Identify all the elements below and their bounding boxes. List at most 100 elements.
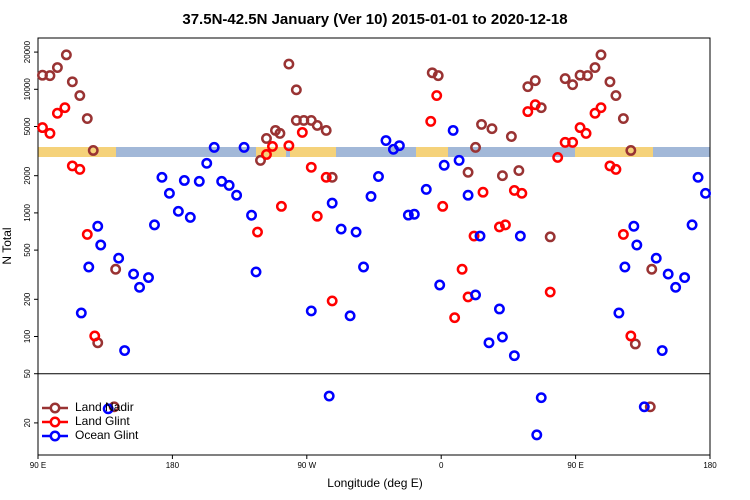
point [184,211,196,223]
point [87,145,99,156]
point [529,75,541,87]
point [531,429,543,441]
legend-label: Land Nadir [75,400,134,414]
point [499,219,511,231]
point [74,163,86,175]
point [320,124,332,136]
point [462,189,474,201]
y-tick-label: 20 [23,418,32,427]
point [617,113,629,124]
point [470,289,481,301]
point [628,220,640,232]
point [496,170,508,182]
plot-frame [37,37,711,456]
point [470,141,481,153]
point [505,131,517,142]
point [468,230,480,242]
x-tick-label: 90 E [567,461,583,470]
point [201,157,213,169]
point [589,62,601,73]
point [610,163,622,175]
point [453,154,465,166]
point [567,79,579,91]
point [44,70,56,82]
point [323,390,335,402]
point [267,140,278,152]
point [89,330,101,342]
point [613,307,625,319]
point [582,70,593,82]
point [552,151,564,163]
point [595,102,607,114]
point [544,231,556,243]
point [108,401,120,413]
point [679,272,691,283]
point [149,219,160,231]
point [692,171,704,183]
point [522,81,534,93]
point [589,107,601,119]
y-tick-label: 100 [23,329,32,343]
point [516,187,528,199]
point [438,159,450,171]
x-tick-label: 90 W [297,461,316,470]
point [402,209,414,221]
point [51,62,63,73]
point [686,219,698,231]
point [143,272,154,283]
point [311,210,323,222]
point [393,140,405,152]
y-tick-label: 10000 [23,78,32,101]
point [625,330,637,342]
point [283,140,295,152]
point [567,136,579,148]
point [447,124,459,136]
point [81,113,93,124]
point [496,331,508,343]
point [476,118,487,130]
point [700,187,711,199]
point [358,261,369,273]
point [559,73,571,85]
point [95,239,107,251]
legend-marker [49,416,61,428]
x-tick-label: 180 [703,461,717,470]
point [373,171,384,182]
point [261,149,272,160]
x-tick-label: 180 [166,461,180,470]
legend-marker [49,430,61,442]
point [522,106,534,118]
point [650,252,662,264]
point [580,127,592,139]
point [434,279,446,291]
point [326,197,338,209]
point [629,338,641,350]
point [420,183,432,195]
legend-label: Ocean Glint [75,428,139,442]
point [163,187,175,199]
point [574,122,586,134]
point [486,123,498,135]
point [477,186,489,198]
point [619,261,631,273]
point [37,122,48,134]
point [638,401,650,413]
point [119,345,131,356]
point [544,286,556,298]
point [92,220,104,232]
point [670,281,682,293]
point [431,90,443,101]
point [102,403,114,415]
point [514,230,526,242]
y-tick-label: 200 [23,292,32,306]
point [274,127,286,139]
point [128,268,140,280]
point [81,228,93,240]
point [326,171,338,183]
point [231,189,243,201]
point [644,401,656,413]
y-tick-label: 50 [23,369,32,378]
point [250,266,262,278]
point [513,165,525,177]
point [305,161,317,173]
